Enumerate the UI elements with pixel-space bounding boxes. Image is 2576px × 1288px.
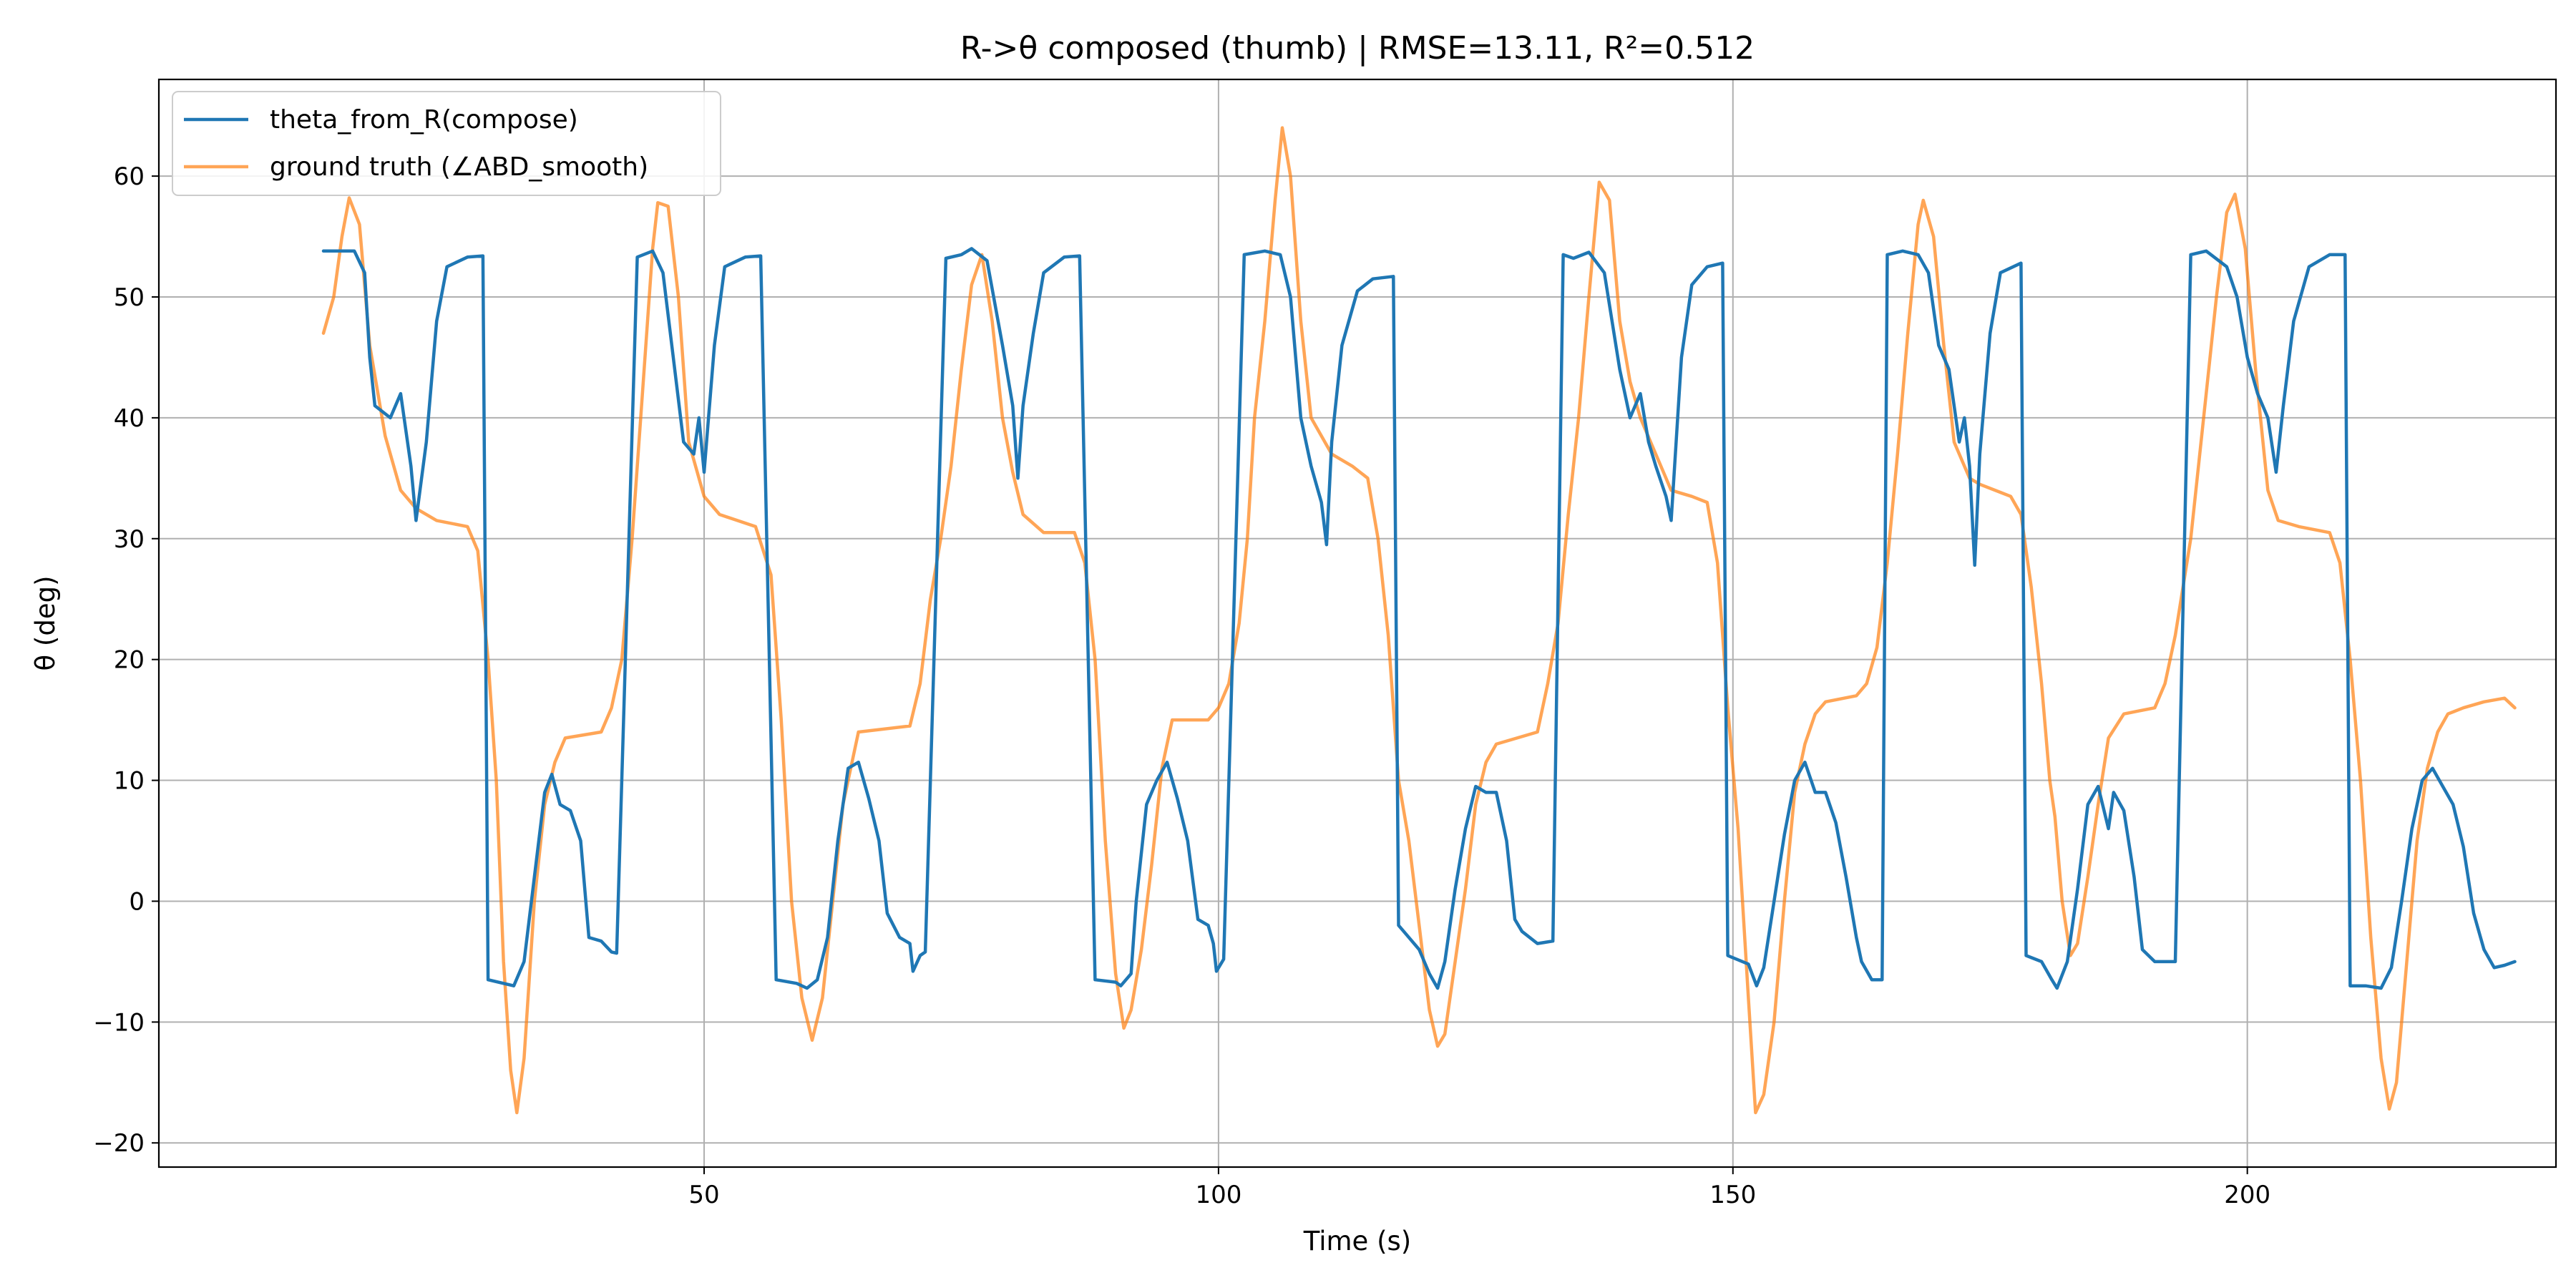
y-tick-label: 30: [114, 525, 145, 554]
x-tick-label: 200: [2224, 1181, 2270, 1209]
x-tick-label: 100: [1195, 1181, 1241, 1209]
y-tick-label: −20: [93, 1129, 145, 1158]
legend-label-1: ground truth (∠ABD_smooth): [270, 152, 648, 182]
x-axis-label: Time (s): [1303, 1226, 1411, 1257]
y-tick-label: 40: [114, 404, 145, 433]
y-tick-label: 10: [114, 767, 145, 796]
x-tick-label: 50: [688, 1181, 719, 1209]
y-tick-label: 50: [114, 283, 145, 312]
y-tick-label: −10: [93, 1008, 145, 1037]
chart-title: R->θ composed (thumb) | RMSE=13.11, R²=0…: [960, 30, 1755, 67]
y-tick-label: 0: [129, 887, 145, 916]
series-line-1: [321, 126, 2517, 1115]
legend-box: [172, 91, 721, 196]
gridlines: [159, 79, 2556, 1167]
plot-frame: [157, 78, 2557, 1169]
x-tick-label: 150: [1709, 1181, 1756, 1209]
y-tick-label: 20: [114, 646, 145, 675]
axis-ticks: 50 100 150 200 −20 −10 0 10 20 30 40 50 60: [93, 162, 2270, 1209]
legend: theta_from_R(compose)ground truth (∠ABD_…: [172, 91, 721, 196]
legend-label-0: theta_from_R(compose): [270, 105, 578, 135]
series-lines: [321, 126, 2517, 1115]
series-line-0: [321, 247, 2517, 990]
y-tick-label: 60: [114, 162, 145, 191]
y-axis-label: θ (deg): [30, 575, 61, 670]
